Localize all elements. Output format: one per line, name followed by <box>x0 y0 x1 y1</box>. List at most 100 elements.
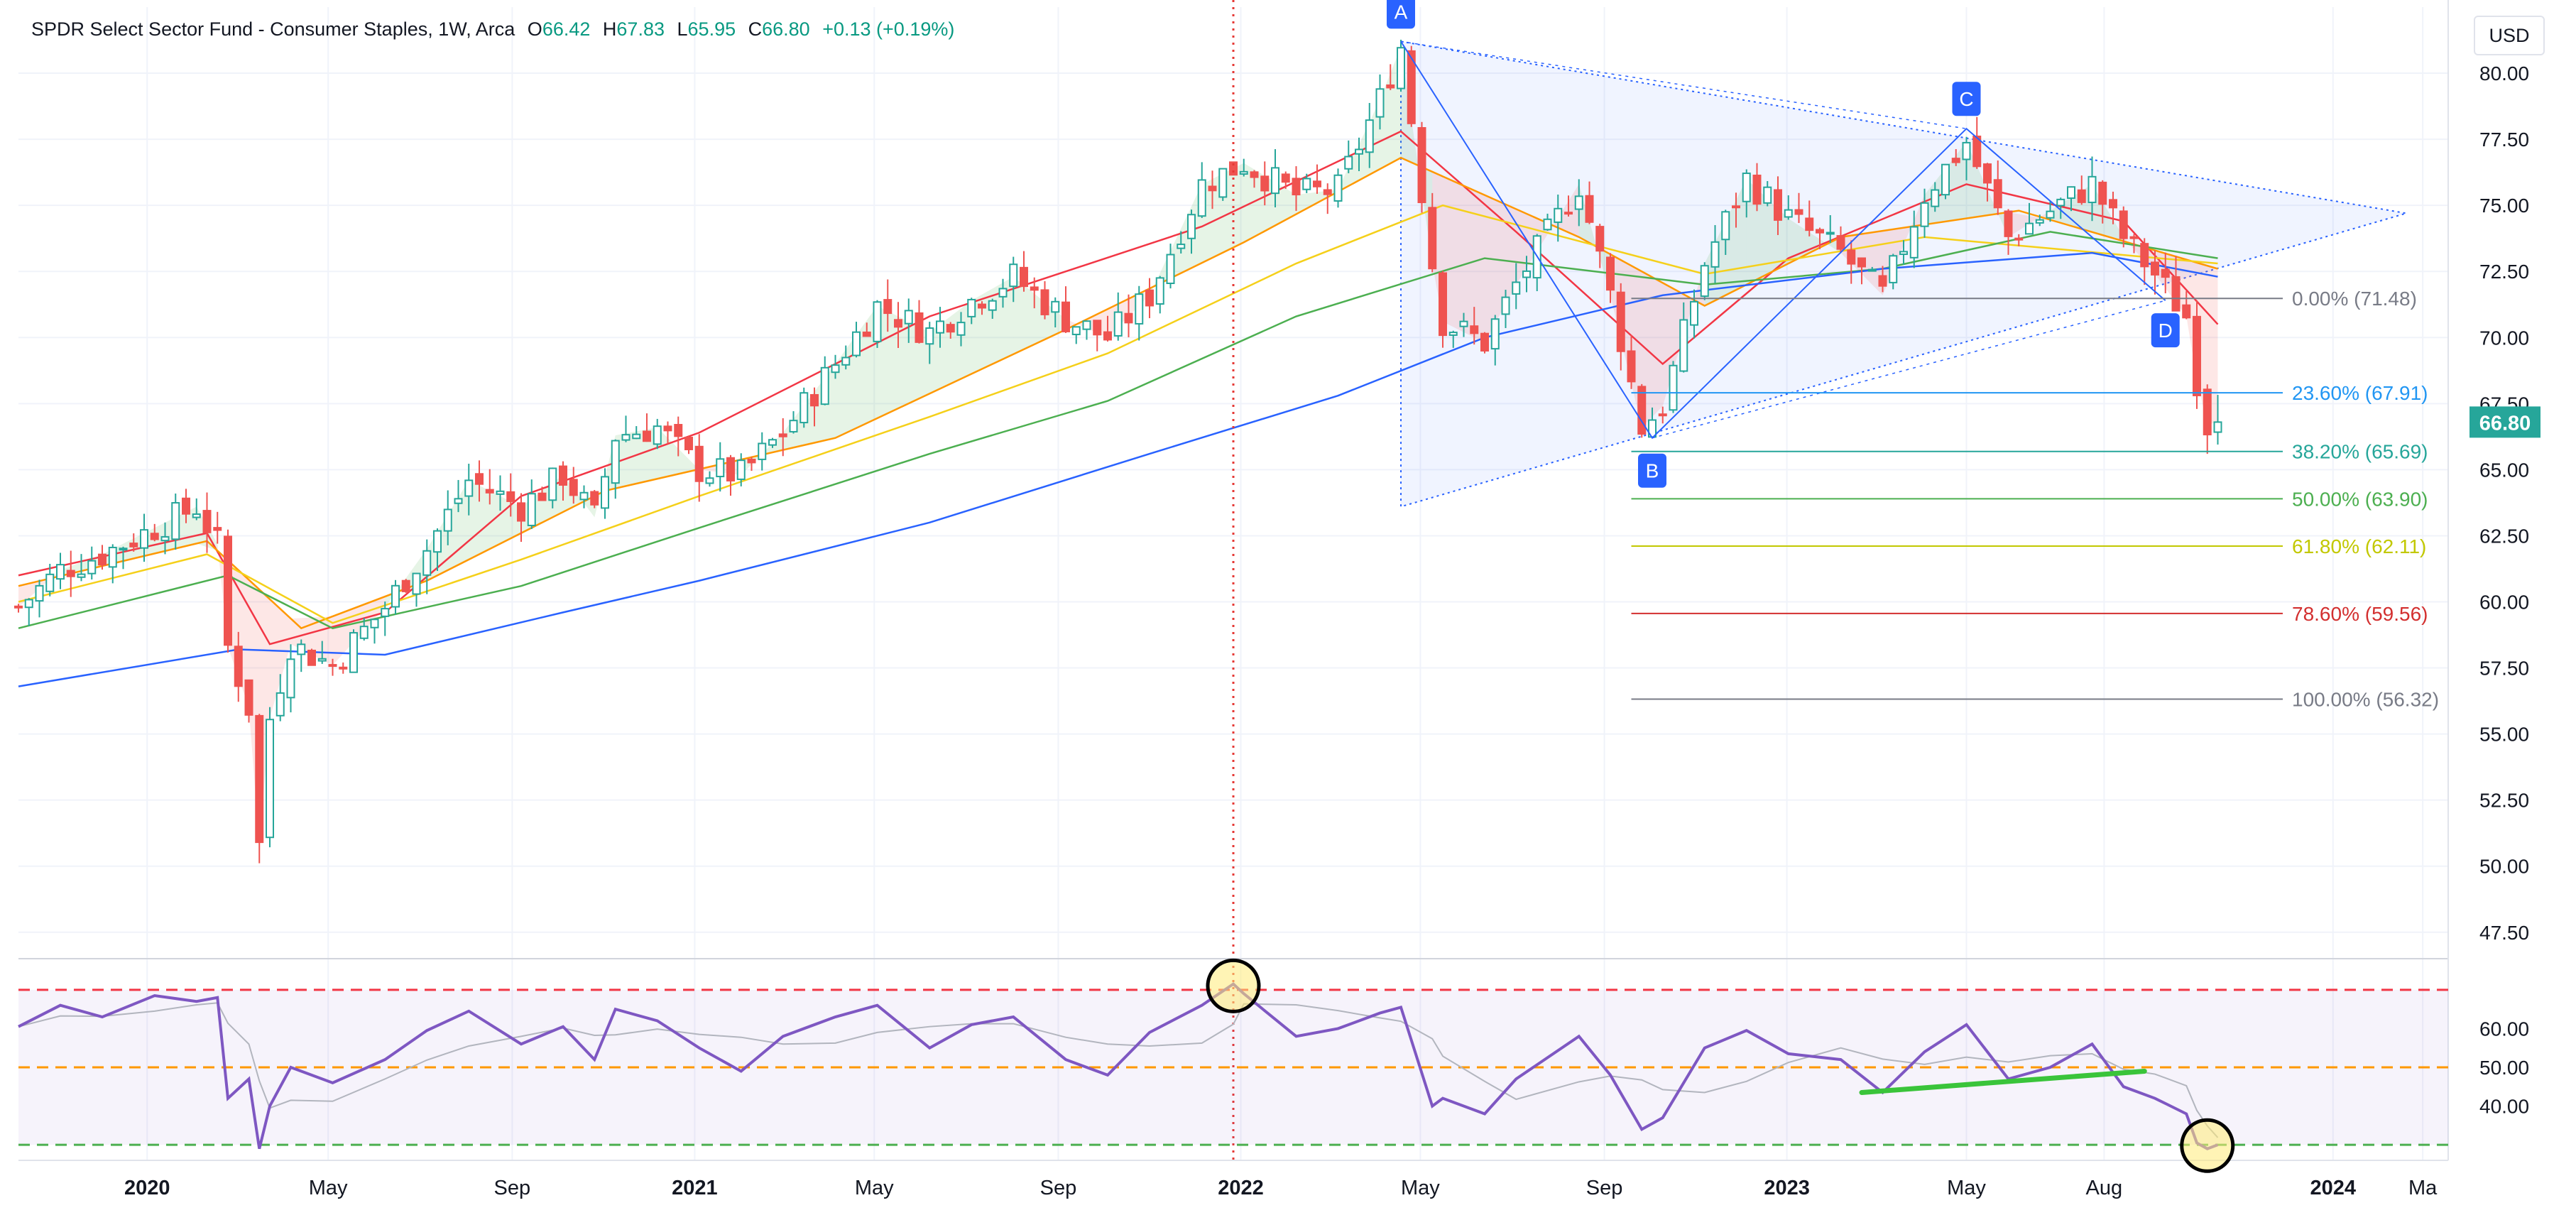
candle-body <box>1302 178 1311 190</box>
candle-body <box>1816 229 1824 234</box>
candle-body <box>1124 312 1133 324</box>
candle-body <box>454 498 463 504</box>
candle-body <box>936 320 944 334</box>
rsi-ma-line <box>18 1002 2219 1138</box>
fib-level: 100.00% (56.32) <box>1631 688 2439 710</box>
candle <box>873 300 882 348</box>
candle <box>1867 266 1877 272</box>
time-axis: 2020 May Sep 2021 May Sep 2022 May Sep 2023 May Aug… <box>124 1177 2438 1199</box>
time-tick-label: Ma <box>2408 1177 2438 1199</box>
candle-body <box>202 510 212 533</box>
candle-body <box>2161 268 2170 278</box>
currency-button[interactable]: USD <box>2474 16 2545 55</box>
fib-label: 23.60% (67.91) <box>2292 382 2428 404</box>
candle-body <box>684 436 693 450</box>
candle <box>590 489 599 508</box>
time-tick-label: May <box>1401 1177 1440 1199</box>
candle-body <box>24 599 33 609</box>
pattern-point-a: A <box>1387 0 1415 29</box>
candle-body <box>433 530 442 553</box>
candle-body <box>789 420 798 432</box>
candle <box>862 322 871 337</box>
cloud-segment <box>270 599 291 719</box>
cloud-segment <box>835 305 878 438</box>
candle <box>506 473 515 517</box>
candle <box>1816 227 1824 249</box>
candle-body <box>1669 364 1678 411</box>
candle-body <box>527 493 536 526</box>
candle <box>1480 332 1489 354</box>
last-candle <box>2213 395 2222 445</box>
candle-body <box>2213 421 2222 433</box>
candle <box>852 322 861 358</box>
candle-body <box>1470 325 1479 334</box>
candle <box>1040 281 1049 320</box>
candle-body <box>841 356 851 366</box>
candle-body <box>2056 198 2065 207</box>
candle <box>1113 292 1123 341</box>
grid <box>18 7 2448 1160</box>
candle-body <box>2171 276 2181 312</box>
candle-body <box>2140 243 2149 268</box>
candle-body <box>810 393 819 407</box>
candle-body <box>2203 388 2212 436</box>
candle-body <box>904 310 913 325</box>
candle-body <box>1920 202 1929 227</box>
candle-body <box>1103 331 1112 341</box>
candle <box>1690 289 1698 339</box>
candle <box>2025 202 2034 235</box>
time-tick-label: 2020 <box>124 1177 170 1199</box>
candle-body <box>1774 189 1782 221</box>
cloud-segment <box>1443 176 1485 343</box>
candle-body <box>758 442 767 460</box>
time-tick-label: Sep <box>1586 1177 1623 1199</box>
candle-body <box>317 658 327 662</box>
candle <box>433 528 442 571</box>
candle <box>1920 188 1929 238</box>
candle <box>820 356 829 405</box>
candle <box>1774 176 1782 235</box>
candle <box>339 662 348 674</box>
candle <box>1951 148 1960 166</box>
candle-body <box>653 425 662 445</box>
candle-body <box>2182 304 2191 319</box>
candle-body <box>1899 251 1908 256</box>
candle-body <box>820 366 829 405</box>
candle-body <box>768 439 777 446</box>
candle-body <box>1805 217 1814 232</box>
candle <box>401 579 410 593</box>
candle <box>1009 256 1018 303</box>
pattern-point-c: C <box>1952 82 1981 116</box>
candle <box>1585 181 1594 224</box>
candle <box>1595 224 1605 268</box>
candle-body <box>1742 173 1751 202</box>
candle-body <box>192 513 201 518</box>
candle <box>255 714 264 864</box>
candle <box>24 598 33 626</box>
candle <box>705 471 714 487</box>
low-label: L <box>677 18 688 40</box>
candle-body <box>328 664 337 668</box>
candle <box>632 426 641 440</box>
candle-body <box>2004 210 2013 237</box>
time-tick-label: 2023 <box>1764 1177 1810 1199</box>
pattern-point-b: B <box>1638 453 1666 488</box>
candle-body <box>1355 148 1363 155</box>
candle-body <box>1166 254 1175 284</box>
candle-body <box>1082 320 1091 330</box>
candle-body <box>66 570 75 577</box>
last-price-label: 66.80 <box>2479 412 2531 435</box>
candle-body <box>674 424 683 437</box>
price-axis: 47.50 50.00 52.50 55.00 57.50 60.00 62.50 65.00… <box>2479 62 2529 944</box>
price-tick-label: 70.00 <box>2479 327 2529 349</box>
candle-body <box>14 605 23 609</box>
candle-body <box>35 584 44 602</box>
candle-body <box>1250 171 1259 178</box>
candle <box>1899 240 1908 265</box>
candle <box>736 453 746 486</box>
candle <box>213 511 222 544</box>
candle-body <box>1564 212 1573 215</box>
candle-body <box>517 502 525 522</box>
candle-body <box>1878 275 1887 287</box>
